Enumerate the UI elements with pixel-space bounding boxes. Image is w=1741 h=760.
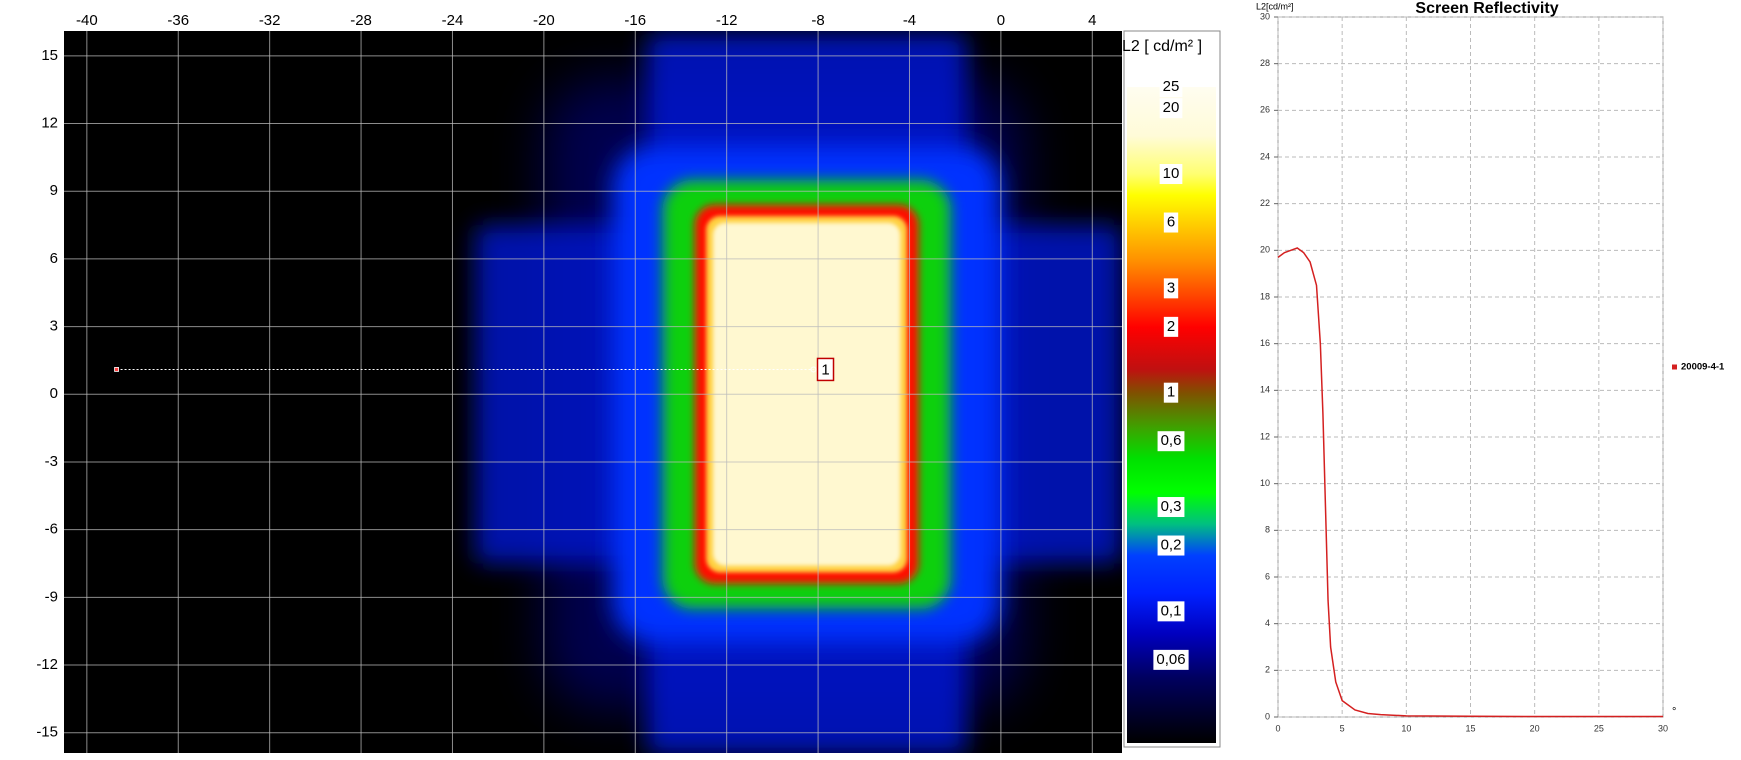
y-tick-label: 0	[50, 385, 58, 402]
legend-swatch	[1672, 364, 1677, 370]
colorbar-tick-box	[1163, 212, 1179, 233]
colorbar-tick-label: 0,6	[1161, 432, 1182, 449]
colorbar-tick-box	[1159, 98, 1183, 119]
x-tick-label: -12	[716, 12, 738, 29]
colorbar-tick-label: 0,2	[1161, 536, 1182, 553]
colorbar-tick-label: 2	[1167, 318, 1175, 335]
profile-end	[810, 366, 817, 373]
y-tick-label: -9	[45, 588, 58, 605]
x-tick-label: -4	[903, 12, 916, 29]
x-tick-label: 15	[1465, 723, 1475, 733]
y-tick-label: 10	[1260, 478, 1270, 488]
marker-box	[816, 357, 835, 382]
y-tick-label: 4	[1265, 618, 1270, 628]
colorbar-tick-box	[1163, 316, 1179, 337]
y-tick-label: 20	[1260, 245, 1270, 255]
y-tick-label: -12	[36, 656, 58, 673]
y-tick-label: 0	[1265, 711, 1270, 721]
y-tick-label: -3	[45, 453, 58, 470]
x-tick-label: -36	[167, 12, 189, 29]
y-tick-label: 12	[41, 114, 58, 131]
x-tick-label: 10	[1401, 723, 1411, 733]
x-tick-label: -8	[811, 12, 824, 29]
x-tick-label: 5	[1340, 723, 1345, 733]
legend-label: 20009-4-1	[1681, 362, 1725, 373]
marker-label: 1	[821, 361, 829, 378]
data-line	[1277, 247, 1663, 718]
y-tick-label: 8	[1265, 525, 1270, 535]
x-tick-label: 4	[1088, 12, 1096, 29]
y-tick-label: 26	[1260, 105, 1270, 115]
colorbar-tick-label: 3	[1167, 279, 1175, 296]
y-tick-label: 3	[50, 318, 58, 335]
colorbar-tick-box	[1159, 164, 1183, 185]
y-tick-label: -15	[36, 724, 58, 741]
x-tick-label: 0	[997, 12, 1005, 29]
x-tick-label: -16	[624, 12, 646, 29]
x-tick-label: 25	[1594, 723, 1604, 733]
colorbar-tick-box	[1157, 497, 1185, 518]
x-tick-label: 20	[1530, 723, 1540, 733]
y-tick-label: 15	[41, 47, 58, 64]
x-tick-label: -40	[76, 12, 98, 29]
y-tick-label: 9	[50, 182, 58, 199]
y-tick-label: 6	[1265, 571, 1270, 581]
colorbar-tick-label: 20	[1163, 99, 1180, 116]
colorbar-tick-box	[1157, 431, 1185, 452]
x-tick-label: 30	[1658, 723, 1668, 733]
x-tick-label: 0	[1275, 723, 1280, 733]
y-tick-label: 28	[1260, 58, 1270, 68]
colorbar-tick-label: 6	[1167, 213, 1175, 230]
colorbar-tick-label: 0,1	[1161, 602, 1182, 619]
x-tick-label: -28	[350, 12, 372, 29]
colorbar-tick-box	[1163, 382, 1179, 403]
colorbar-label: L2 [ cd/m² ]	[1122, 38, 1202, 55]
colorbar-tick-label: 1	[1167, 384, 1175, 401]
colorbar-tick-label: 25	[1163, 78, 1180, 95]
y-tick-label: 16	[1260, 338, 1270, 348]
colorbar-tick-label: 10	[1163, 165, 1180, 182]
x-tick-label: -20	[533, 12, 555, 29]
colorbar-tick-box	[1157, 535, 1185, 556]
heatmap-grid	[64, 31, 1122, 753]
y-tick-label: 12	[1260, 431, 1270, 441]
chart-title: Screen Reflectivity	[1415, 0, 1558, 17]
y-tick-label: 24	[1260, 151, 1270, 161]
y-tick-label: 2	[1265, 665, 1270, 675]
x-axis-label: °	[1672, 706, 1676, 718]
y-tick-label: 6	[50, 250, 58, 267]
colorbar	[1127, 87, 1216, 743]
y-tick-label: 14	[1260, 385, 1270, 395]
y-tick-label: -6	[45, 521, 58, 538]
x-tick-label: -32	[259, 12, 281, 29]
y-tick-label: 22	[1260, 198, 1270, 208]
colorbar-tick-box	[1163, 278, 1179, 299]
colorbar-tick-box	[1157, 601, 1185, 622]
colorbar-tick-label: 0,3	[1161, 498, 1182, 515]
colorbar-tick-label: 0,06	[1156, 651, 1185, 668]
colorbar-tick-box	[1159, 77, 1183, 97]
x-tick-label: -24	[442, 12, 464, 29]
y-axis-label: L2[cd/m²]	[1256, 1, 1294, 11]
colorbar-tick-box	[1153, 649, 1189, 670]
profile-start	[114, 367, 119, 372]
y-tick-label: 30	[1260, 11, 1270, 21]
y-tick-label: 18	[1260, 291, 1270, 301]
